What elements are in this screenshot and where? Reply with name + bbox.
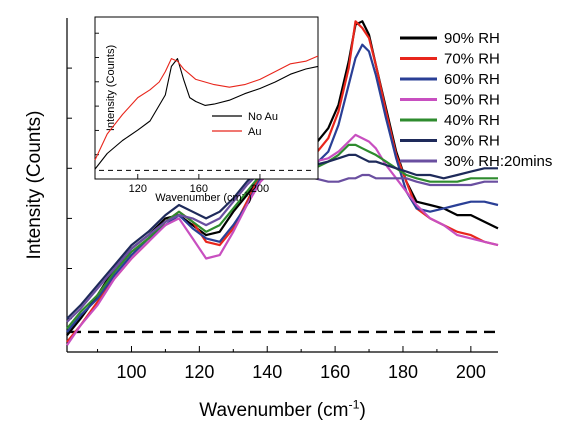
legend-label: 30% RH <box>444 133 500 150</box>
inset-series-line-no-au <box>94 58 319 170</box>
legend-label: 40% RH <box>444 112 500 129</box>
main-x-axis-title: Wavenumber (cm-1) <box>199 397 366 421</box>
legend-label: 50% RH <box>444 92 500 109</box>
inset-y-axis-title: Intensity (Counts) <box>105 45 117 131</box>
legend-label: 90% RH <box>444 30 500 47</box>
inset-x-tick-label: 200 <box>251 183 269 195</box>
legend-label: 60% RH <box>444 71 500 88</box>
inset-legend-label: Au <box>248 126 261 138</box>
main-x-tick-label: 180 <box>388 362 418 382</box>
main-x-tick-label: 160 <box>320 362 350 382</box>
inset-legend-label: No Au <box>248 111 278 123</box>
main-x-tick-label: 100 <box>116 362 146 382</box>
inset-series-line-au <box>94 55 319 161</box>
inset-x-tick-label: 120 <box>129 183 147 195</box>
legend-label: 30% RH:20mins <box>444 153 552 170</box>
main-y-axis-title: Intensity (Counts) <box>24 111 45 260</box>
main-x-tick-label: 120 <box>184 362 214 382</box>
main-x-tick-label: 200 <box>456 362 486 382</box>
inset-x-tick-label: 160 <box>190 183 208 195</box>
inset-x-axis-title: Wavenumber (cm-1) <box>155 191 251 204</box>
main-x-tick-label: 140 <box>252 362 282 382</box>
inset-frame <box>94 16 319 180</box>
legend-label: 70% RH <box>444 51 500 68</box>
